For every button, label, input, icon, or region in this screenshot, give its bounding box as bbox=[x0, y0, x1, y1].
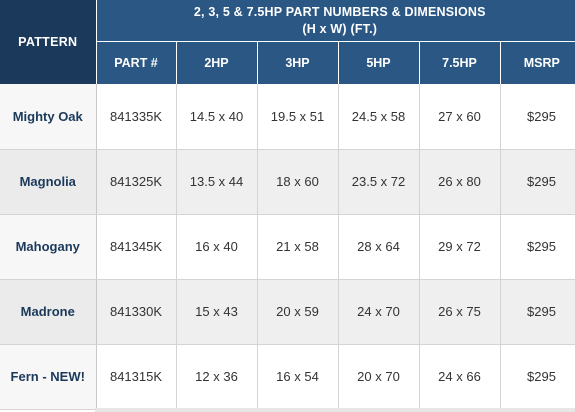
dim-7-5hp: 24 x 66 bbox=[418, 343, 501, 410]
dim-2hp: 16 x 40 bbox=[175, 213, 258, 280]
part-number: 841315K bbox=[95, 343, 177, 410]
dim-2hp: 12 x 36 bbox=[175, 343, 258, 410]
table-row: Fern - NEW! 841315K 12 x 36 16 x 54 20 x… bbox=[0, 343, 575, 410]
dim-3hp: 20 x 59 bbox=[256, 278, 339, 345]
dim-5hp: 20 x 70 bbox=[337, 343, 420, 410]
dim-5hp: 24.5 x 58 bbox=[337, 84, 420, 150]
pattern-name: Madrone bbox=[0, 278, 97, 345]
group-header-line1: 2, 3, 5 & 7.5HP PART NUMBERS & DIMENSION… bbox=[193, 4, 486, 19]
pattern-name: Mighty Oak bbox=[0, 84, 97, 150]
table-row: Mighty Oak 841335K 14.5 x 40 19.5 x 51 2… bbox=[0, 84, 575, 150]
part-number: 841325K bbox=[95, 148, 177, 215]
pattern-column-header: PATTERN bbox=[0, 0, 97, 84]
dim-7-5hp: 26 x 80 bbox=[418, 148, 501, 215]
pattern-name: Mahogany bbox=[0, 213, 97, 280]
pattern-name: Fern - NEW! bbox=[0, 343, 97, 410]
dim-2hp: 14.5 x 40 bbox=[175, 84, 258, 150]
dim-7-5hp: 27 x 60 bbox=[418, 84, 501, 150]
part-number: 841330K bbox=[95, 278, 177, 345]
col-header-5hp: 5HP bbox=[338, 41, 420, 84]
dim-7-5hp: 26 x 75 bbox=[418, 278, 501, 345]
dim-5hp: 28 x 64 bbox=[337, 213, 420, 280]
dim-5hp: 24 x 70 bbox=[337, 278, 420, 345]
part-number: 841345K bbox=[95, 213, 177, 280]
group-header-line2: (H x W) (FT.) bbox=[302, 21, 378, 36]
dim-7-5hp: 29 x 72 bbox=[418, 213, 501, 280]
col-header-part: PART # bbox=[96, 41, 177, 84]
dim-2hp: 15 x 43 bbox=[175, 278, 258, 345]
msrp-price: $295 bbox=[499, 84, 575, 150]
col-header-7-5hp: 7.5HP bbox=[419, 41, 501, 84]
dim-3hp: 18 x 60 bbox=[256, 148, 339, 215]
dimensions-group-header: 2, 3, 5 & 7.5HP PART NUMBERS & DIMENSION… bbox=[96, 0, 575, 42]
table-row: Madrone 841330K 15 x 43 20 x 59 24 x 70 … bbox=[0, 278, 575, 345]
msrp-price: $295 bbox=[499, 343, 575, 410]
msrp-price: $295 bbox=[499, 278, 575, 345]
msrp-price: $295 bbox=[499, 148, 575, 215]
dim-3hp: 19.5 x 51 bbox=[256, 84, 339, 150]
table-row: Magnolia 841325K 13.5 x 44 18 x 60 23.5 … bbox=[0, 148, 575, 215]
dim-2hp: 13.5 x 44 bbox=[175, 148, 258, 215]
col-header-2hp: 2HP bbox=[176, 41, 258, 84]
dim-5hp: 23.5 x 72 bbox=[337, 148, 420, 215]
col-header-3hp: 3HP bbox=[257, 41, 339, 84]
msrp-price: $295 bbox=[499, 213, 575, 280]
table-row: Mahogany 841345K 16 x 40 21 x 58 28 x 64… bbox=[0, 213, 575, 280]
dim-3hp: 16 x 54 bbox=[256, 343, 339, 410]
part-number: 841335K bbox=[95, 84, 177, 150]
pattern-name: Magnolia bbox=[0, 148, 97, 215]
col-header-msrp: MSRP bbox=[500, 41, 575, 84]
horizontal-scrollbar[interactable] bbox=[95, 408, 575, 412]
dim-3hp: 21 x 58 bbox=[256, 213, 339, 280]
